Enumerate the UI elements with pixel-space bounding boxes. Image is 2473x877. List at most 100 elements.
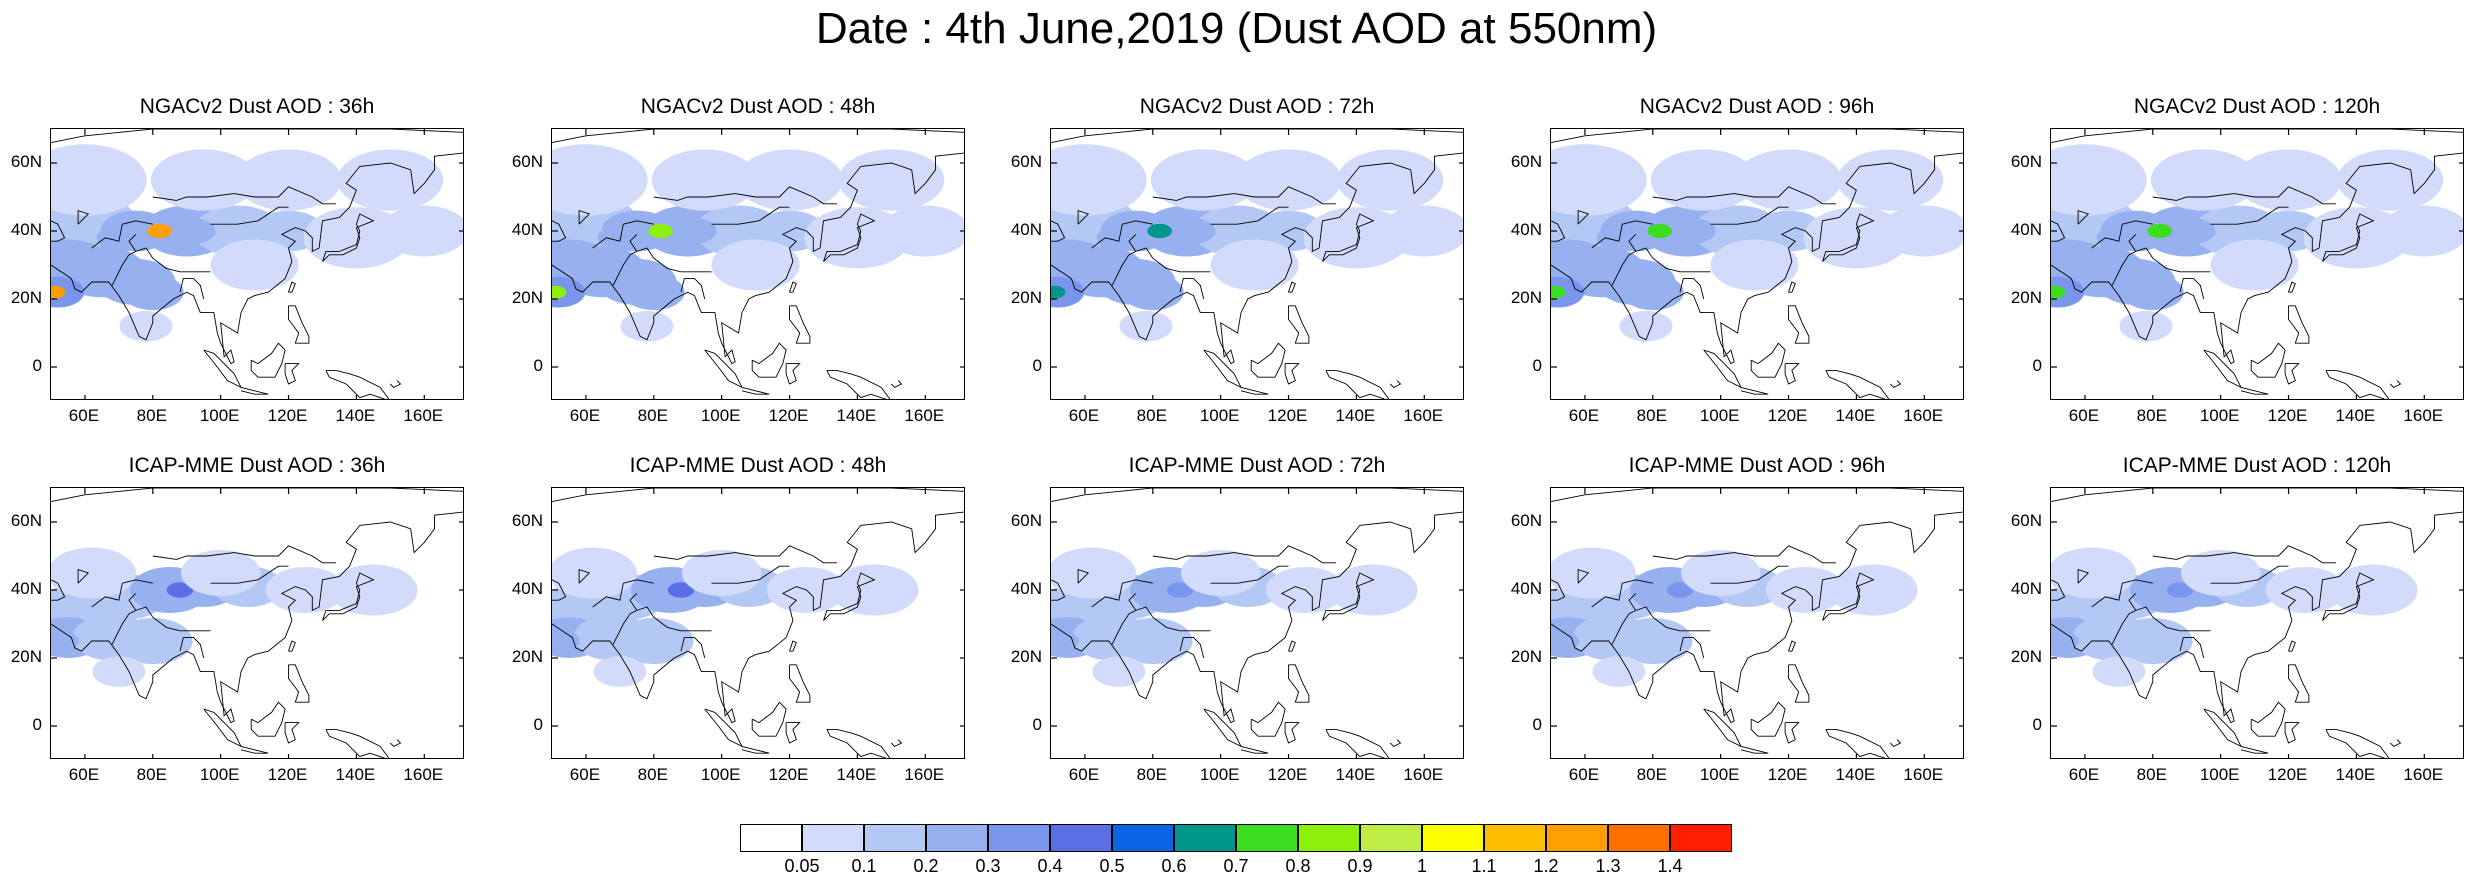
lon-tick-label: 140E <box>1335 765 1376 784</box>
coastline <box>1577 209 1590 225</box>
coastline <box>2051 129 2463 144</box>
colorbar-swatch <box>1050 824 1112 852</box>
dust-aod-field <box>51 488 463 758</box>
lon-tick-label: 160E <box>2403 406 2444 425</box>
coastline <box>152 545 336 564</box>
coastline <box>1077 568 1090 584</box>
colorbar-label: 1.4 <box>1657 856 1683 876</box>
colorbar-swatch <box>1360 824 1422 852</box>
panel-title: NGACv2 Dust AOD : 72h <box>1139 95 1375 118</box>
coastline <box>1325 728 1390 758</box>
dust-aod-field <box>2051 488 2463 758</box>
lat-tick-label: 40N <box>1510 220 1542 239</box>
aod-shading <box>166 582 194 598</box>
coastline <box>210 565 289 584</box>
aod-shading <box>1710 239 1799 291</box>
aod-shading <box>672 218 717 244</box>
coastline <box>552 488 964 503</box>
coastline <box>51 220 66 242</box>
coastline <box>288 281 296 293</box>
aod-shading <box>838 149 945 211</box>
coastline <box>1051 129 1463 144</box>
aod-shading <box>552 547 637 599</box>
coastline <box>2203 708 2243 748</box>
coastline <box>128 593 211 632</box>
aod-shading <box>51 285 66 299</box>
aod-shading <box>1051 276 1085 308</box>
lon-tick-label: 140E <box>335 406 376 425</box>
coastline <box>629 593 712 632</box>
lat-tick-label: 20N <box>10 288 42 307</box>
coastline <box>1703 349 1743 389</box>
coastline <box>1788 640 1796 652</box>
coastline <box>1750 701 1786 737</box>
coastline <box>1679 278 1705 300</box>
coastline <box>111 250 137 286</box>
coastline <box>2210 206 2289 225</box>
aod-shading <box>1235 149 1342 211</box>
lon-tick-label: 140E <box>2335 406 2376 425</box>
coastline <box>1250 701 1286 737</box>
coastline <box>152 186 336 205</box>
coastline <box>890 380 903 388</box>
aod-shading <box>1880 205 1963 257</box>
lon-tick-label: 100E <box>700 406 741 425</box>
aod-shading <box>119 310 173 342</box>
colorbar-swatch <box>926 824 988 852</box>
coastline <box>2240 745 2269 754</box>
aod-shading <box>2092 656 2146 687</box>
lat-tick-label: 20N <box>1010 647 1042 666</box>
lon-tick-label: 140E <box>2335 765 2376 784</box>
lon-tick-label: 160E <box>904 406 945 425</box>
coastline <box>288 305 310 344</box>
coastline <box>325 728 390 758</box>
aod-shading <box>651 149 758 211</box>
lat-tick-label: 60N <box>2010 152 2042 171</box>
map-panel <box>50 487 464 759</box>
coastline <box>1322 572 1375 621</box>
aod-shading <box>830 564 919 616</box>
lat-tick-label: 0 <box>1532 715 1542 734</box>
map-panel <box>1550 128 1964 400</box>
lat-tick-label: 20N <box>511 647 543 666</box>
coastline <box>1091 220 1153 249</box>
lat-tick-label: 40N <box>1510 579 1542 598</box>
coastline <box>1679 637 1705 659</box>
lat-tick-label: 20N <box>2010 647 2042 666</box>
lat-tick-label: 40N <box>511 579 543 598</box>
map-panel <box>2050 487 2464 759</box>
coastline <box>1551 152 1963 365</box>
coastline <box>111 609 137 645</box>
lon-tick-label: 140E <box>836 765 877 784</box>
coastline <box>552 129 964 144</box>
coastline <box>578 209 591 225</box>
aod-shading <box>2150 149 2257 211</box>
coastline <box>1210 206 1289 225</box>
coastline <box>51 579 66 601</box>
coastline <box>1051 511 1463 724</box>
aod-shading <box>2171 218 2216 244</box>
aod-shading <box>2235 149 2342 211</box>
coastline <box>552 579 567 601</box>
coastline <box>1240 745 1269 754</box>
aod-shading <box>1051 630 1079 652</box>
aod-shading <box>92 656 146 687</box>
coastline <box>552 220 567 242</box>
aod-shading <box>1551 285 1566 299</box>
lat-tick-label: 40N <box>2010 579 2042 598</box>
coastline <box>77 568 90 584</box>
aod-shading <box>1329 564 1418 616</box>
coastline <box>1111 250 1137 286</box>
aod-shading <box>1096 225 1141 251</box>
lat-tick-label: 20N <box>511 288 543 307</box>
coastline <box>2111 609 2137 645</box>
coastline <box>2284 363 2300 385</box>
aod-shading <box>2113 618 2193 664</box>
colorbar-swatch <box>802 824 864 852</box>
lat-tick-label: 60N <box>1510 152 1542 171</box>
aod-shading <box>1666 582 1694 598</box>
coastline <box>704 349 744 389</box>
aod-shading <box>1113 618 1193 664</box>
aod-shading <box>1051 547 1136 599</box>
lat-tick-label: 40N <box>10 579 42 598</box>
